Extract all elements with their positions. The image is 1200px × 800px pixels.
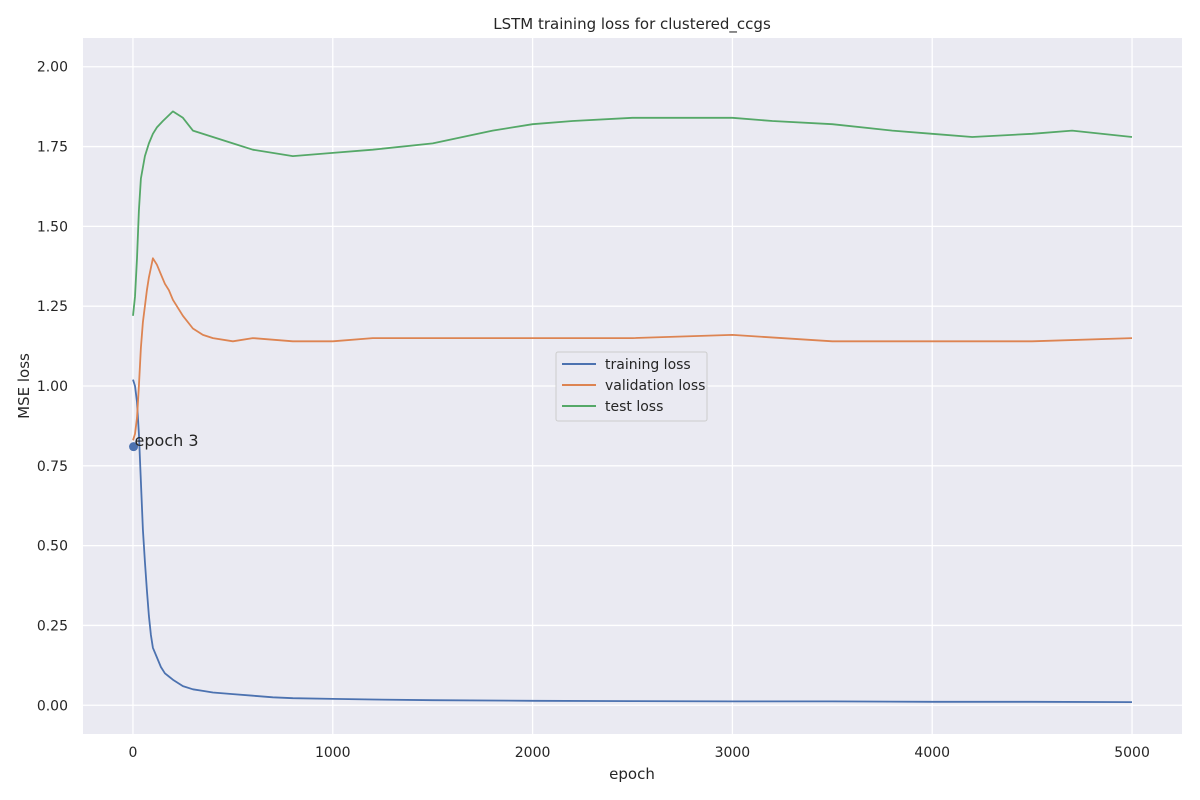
x-tick-label: 4000	[914, 745, 950, 761]
y-tick-labels: 0.00 0.25 0.50 0.75 1.00 1.25 1.50 1.75 2.00	[37, 60, 68, 715]
chart-title: LSTM training loss for clustered_ccgs	[493, 15, 771, 34]
legend-label-training: training loss	[605, 357, 691, 373]
y-tick-label: 1.25	[37, 299, 68, 315]
y-tick-label: 1.75	[37, 140, 68, 156]
y-tick-label: 1.00	[37, 379, 68, 395]
x-axis-label: epoch	[609, 765, 655, 783]
y-tick-label: 0.00	[37, 698, 68, 714]
annotation-label: epoch 3	[135, 431, 199, 450]
x-tick-label: 2000	[515, 745, 551, 761]
x-tick-label: 0	[128, 745, 137, 761]
legend-label-validation: validation loss	[605, 378, 705, 394]
legend-box	[555, 351, 708, 422]
x-tick-label: 3000	[715, 745, 751, 761]
x-tick-label: 5000	[1114, 745, 1150, 761]
series-group	[132, 110, 1133, 703]
y-axis-label: MSE loss	[15, 353, 33, 419]
y-tick-label: 0.50	[37, 539, 68, 555]
legend-label-test: test loss	[605, 399, 663, 415]
training-loss-line	[132, 379, 1133, 703]
y-tick-label: 1.50	[37, 219, 68, 235]
x-tick-label: 1000	[315, 745, 351, 761]
y-tick-label: 0.25	[37, 618, 68, 634]
y-tick-label: 2.00	[37, 60, 68, 76]
x-tick-labels: 0 1000 2000 3000 4000 5000	[128, 745, 1149, 761]
validation-loss-line	[132, 257, 1133, 441]
legend: training loss validation loss test loss	[555, 351, 708, 422]
annotation-marker	[129, 442, 139, 452]
test-loss-line	[132, 110, 1133, 316]
y-tick-label: 0.75	[37, 459, 68, 475]
annotation-group: epoch 3	[129, 431, 199, 452]
